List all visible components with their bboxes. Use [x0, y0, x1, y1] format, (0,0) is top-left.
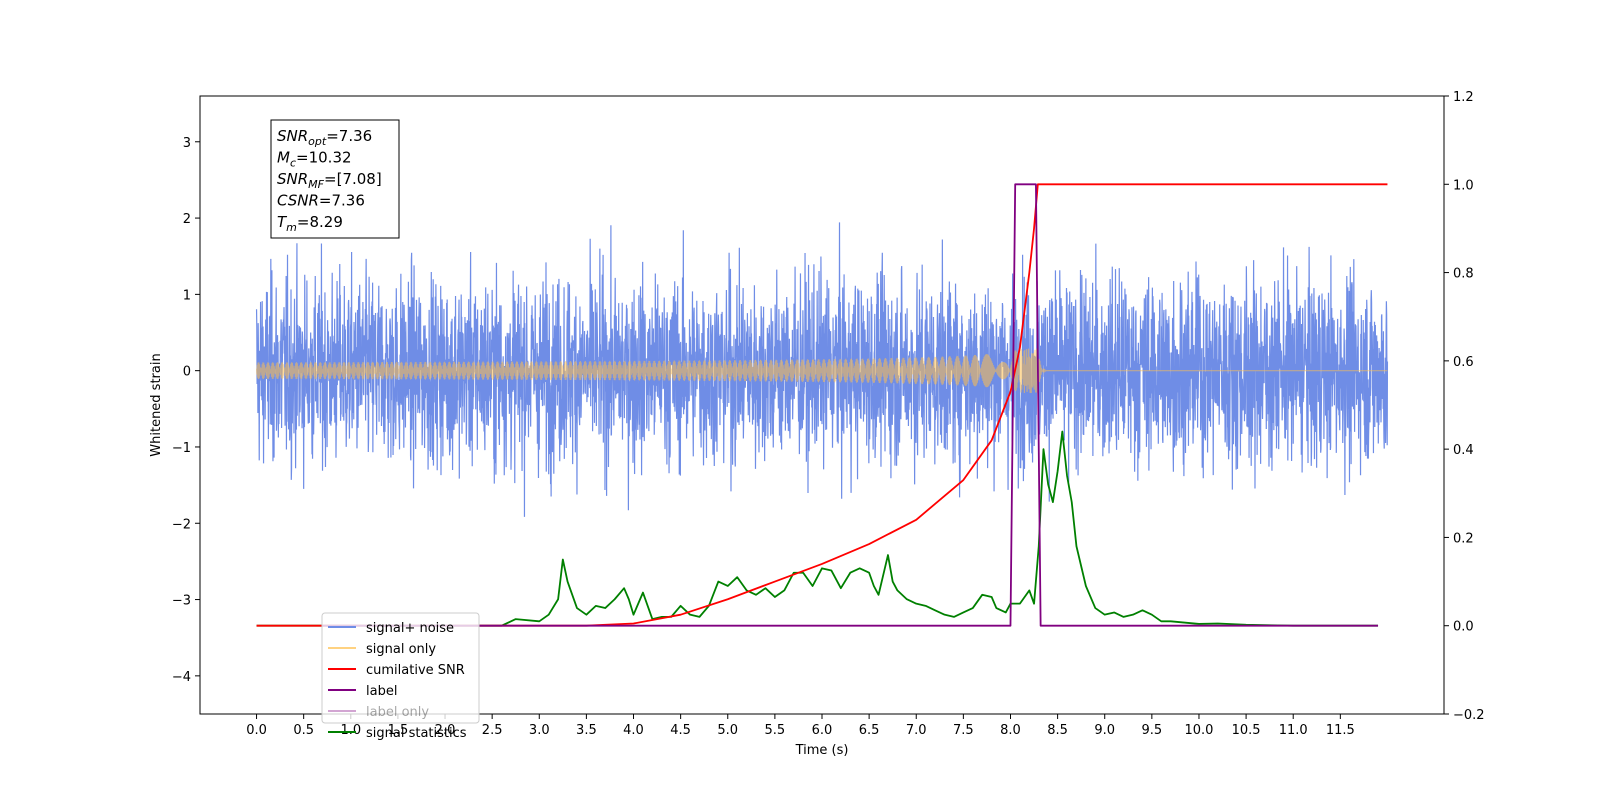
legend: signal+ noise signal only cumilative SNR la…	[321, 612, 480, 741]
y-left-tick-label: −2	[172, 517, 191, 532]
y-right-tick-label: 0.0	[1453, 620, 1474, 635]
y-right-tick-label: 1.0	[1453, 178, 1474, 193]
x-tick-label: 4.0	[623, 723, 644, 738]
x-tick-label: 2.0	[435, 723, 456, 738]
legend-label: label	[366, 684, 397, 699]
x-tick-label: 4.5	[670, 723, 691, 738]
info-line: SNRopt=7.36	[277, 127, 372, 148]
series-cumulative-snr-line	[256, 183, 1388, 627]
y-left-tick-label: −3	[172, 594, 191, 609]
y-axis-right: 1.2 1.0 0.8 0.6 0.4 0.2 0.0 −0.2	[1444, 90, 1485, 723]
x-tick-label: 7.0	[906, 723, 927, 738]
info-line: Tm=8.29	[277, 213, 343, 234]
x-tick-label: 11.5	[1326, 723, 1355, 738]
y-left-tick-label: 2	[183, 212, 191, 227]
info-box: SNRopt=7.36Mc=10.32SNRMF=[7.08]CSNR=7.36…	[270, 119, 400, 239]
y-left-tick-label: 3	[183, 136, 191, 151]
x-tick-label: 0.0	[246, 723, 267, 738]
info-line: Mc=10.32	[277, 149, 352, 170]
x-tick-label: 8.5	[1047, 723, 1068, 738]
info-box-frame	[270, 119, 400, 239]
y-left-tick-label: 1	[183, 288, 191, 303]
x-tick-label: 1.5	[388, 723, 409, 738]
y-right-tick-label: 1.2	[1453, 90, 1474, 105]
x-tick-label: 9.5	[1142, 723, 1163, 738]
series-label-line	[322, 183, 1379, 627]
y-right-tick-label: 0.4	[1453, 443, 1474, 458]
x-tick-label: 1.0	[340, 723, 361, 738]
x-tick-label: 3.5	[576, 723, 597, 738]
legend-label: label only	[366, 705, 429, 720]
series-signal-only-line	[255, 348, 1388, 393]
x-axis-label: Time (s)	[795, 743, 849, 758]
y-axis-label: Whitened strain	[149, 353, 164, 456]
info-line: CSNR=7.36	[277, 192, 365, 210]
x-tick-label: 0.5	[293, 723, 314, 738]
y-left-tick-label: 0	[183, 365, 191, 380]
x-tick-label: 6.5	[859, 723, 880, 738]
x-tick-label: 11.0	[1279, 723, 1308, 738]
y-axis-left: 3 2 1 0 −1 −2 −3 −4	[172, 136, 200, 685]
x-tick-label: 8.0	[1000, 723, 1021, 738]
x-axis: 0.0 0.5 1.0 1.5 2.0 2.5 3.0 3.5 4.0 4.5 5.0 5.5 6.0 6…	[246, 714, 1355, 738]
x-tick-label: 9.0	[1094, 723, 1115, 738]
data-layer	[255, 183, 1389, 627]
info-line: SNRMF=[7.08]	[277, 170, 382, 191]
x-tick-label: 7.5	[953, 723, 974, 738]
legend-label: signal only	[366, 642, 436, 657]
x-tick-label: 2.5	[482, 723, 503, 738]
x-tick-label: 10.0	[1184, 723, 1213, 738]
x-tick-label: 10.5	[1232, 723, 1261, 738]
x-tick-label: 5.0	[717, 723, 738, 738]
y-left-tick-label: −1	[172, 441, 191, 456]
series-signal-statistics-line	[256, 430, 1379, 627]
legend-label: signal+ noise	[366, 621, 454, 636]
y-right-tick-label: 0.6	[1453, 355, 1474, 370]
y-right-tick-label: −0.2	[1453, 708, 1485, 723]
y-right-tick-label: 0.2	[1453, 531, 1474, 546]
y-right-tick-label: 0.8	[1453, 267, 1474, 282]
legend-label: signal statistics	[366, 726, 467, 741]
y-left-tick-label: −4	[172, 670, 191, 685]
legend-frame	[321, 612, 480, 724]
legend-label: cumilative SNR	[366, 663, 465, 678]
x-tick-label: 5.5	[765, 723, 786, 738]
x-tick-label: 6.0	[812, 723, 833, 738]
x-tick-label: 3.0	[529, 723, 550, 738]
